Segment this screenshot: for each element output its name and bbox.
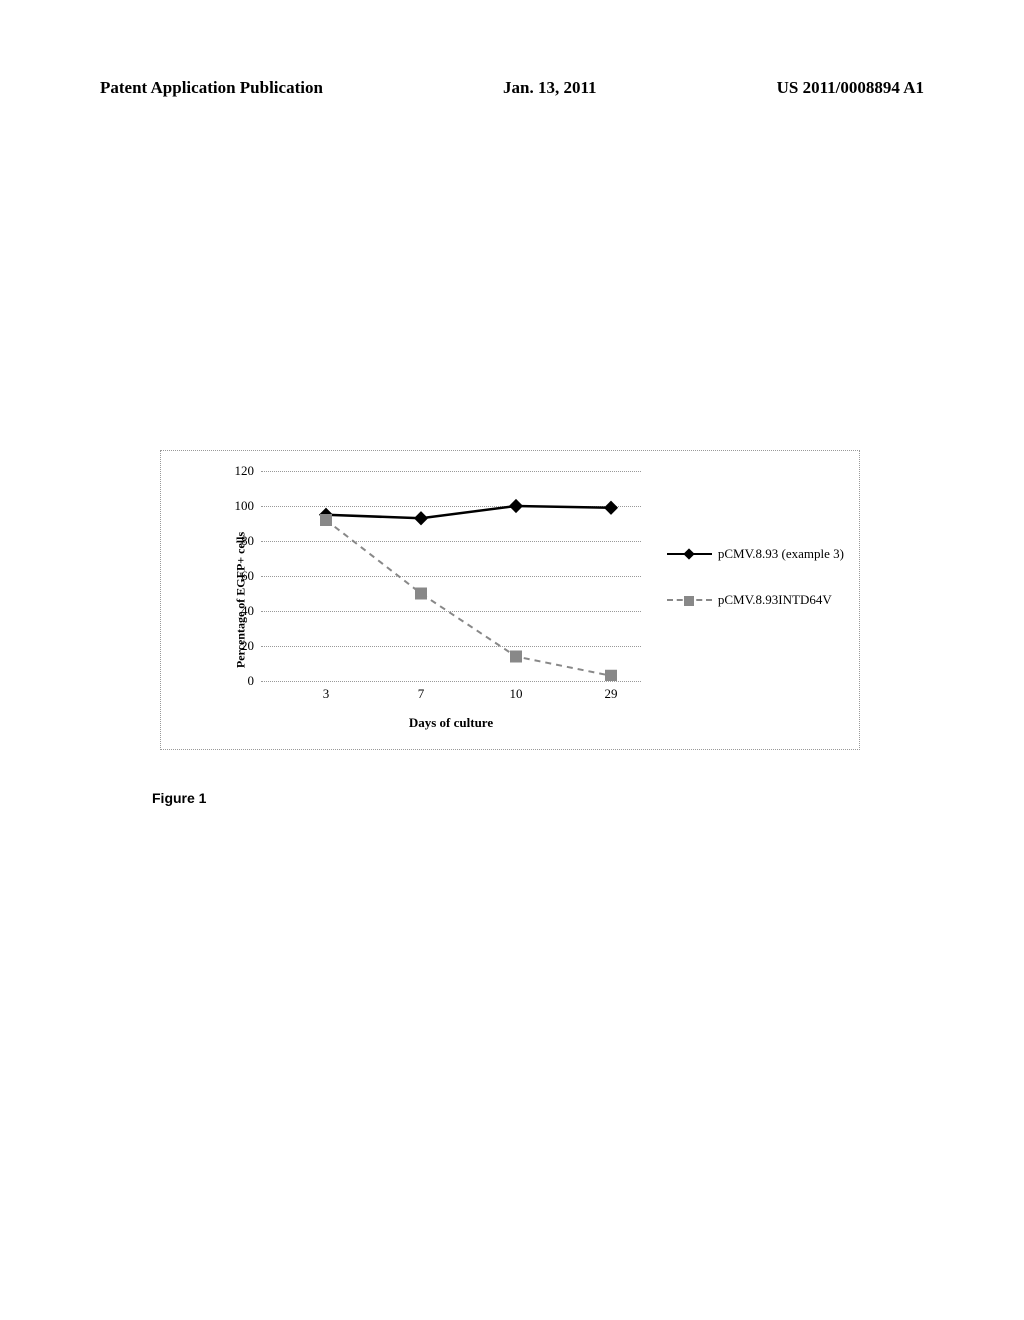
- chart-container: Percentage of EGFP+ cells 02040608010012…: [160, 450, 860, 750]
- gridline: [261, 611, 641, 612]
- legend-item-2: pCMV.8.93INTD64V: [667, 592, 844, 608]
- y-tick-label: 0: [224, 673, 254, 689]
- y-tick-label: 120: [224, 463, 254, 479]
- gridline: [261, 681, 641, 682]
- header-center: Jan. 13, 2011: [503, 78, 597, 98]
- x-axis-label: Days of culture: [261, 715, 641, 731]
- gridline: [261, 471, 641, 472]
- x-tick-label: 7: [418, 686, 425, 702]
- chart-legend: pCMV.8.93 (example 3) pCMV.8.93INTD64V: [667, 546, 844, 638]
- y-tick-label: 80: [224, 533, 254, 549]
- x-tick-label: 3: [323, 686, 330, 702]
- gridline: [261, 576, 641, 577]
- header-right: US 2011/0008894 A1: [777, 78, 924, 98]
- square-marker-icon: [667, 599, 712, 601]
- figure-label: Figure 1: [152, 790, 206, 806]
- legend-label-1: pCMV.8.93 (example 3): [718, 546, 844, 562]
- legend-label-2: pCMV.8.93INTD64V: [718, 592, 832, 608]
- header-left: Patent Application Publication: [100, 78, 323, 98]
- gridline: [261, 541, 641, 542]
- plot-area: [261, 471, 641, 681]
- legend-item-1: pCMV.8.93 (example 3): [667, 546, 844, 562]
- y-tick-label: 60: [224, 568, 254, 584]
- gridline: [261, 646, 641, 647]
- page-header: Patent Application Publication Jan. 13, …: [0, 78, 1024, 98]
- y-tick-label: 40: [224, 603, 254, 619]
- y-tick-label: 20: [224, 638, 254, 654]
- gridline: [261, 506, 641, 507]
- y-tick-label: 100: [224, 498, 254, 514]
- x-tick-label: 29: [605, 686, 618, 702]
- diamond-marker-icon: [667, 553, 712, 555]
- x-tick-label: 10: [510, 686, 523, 702]
